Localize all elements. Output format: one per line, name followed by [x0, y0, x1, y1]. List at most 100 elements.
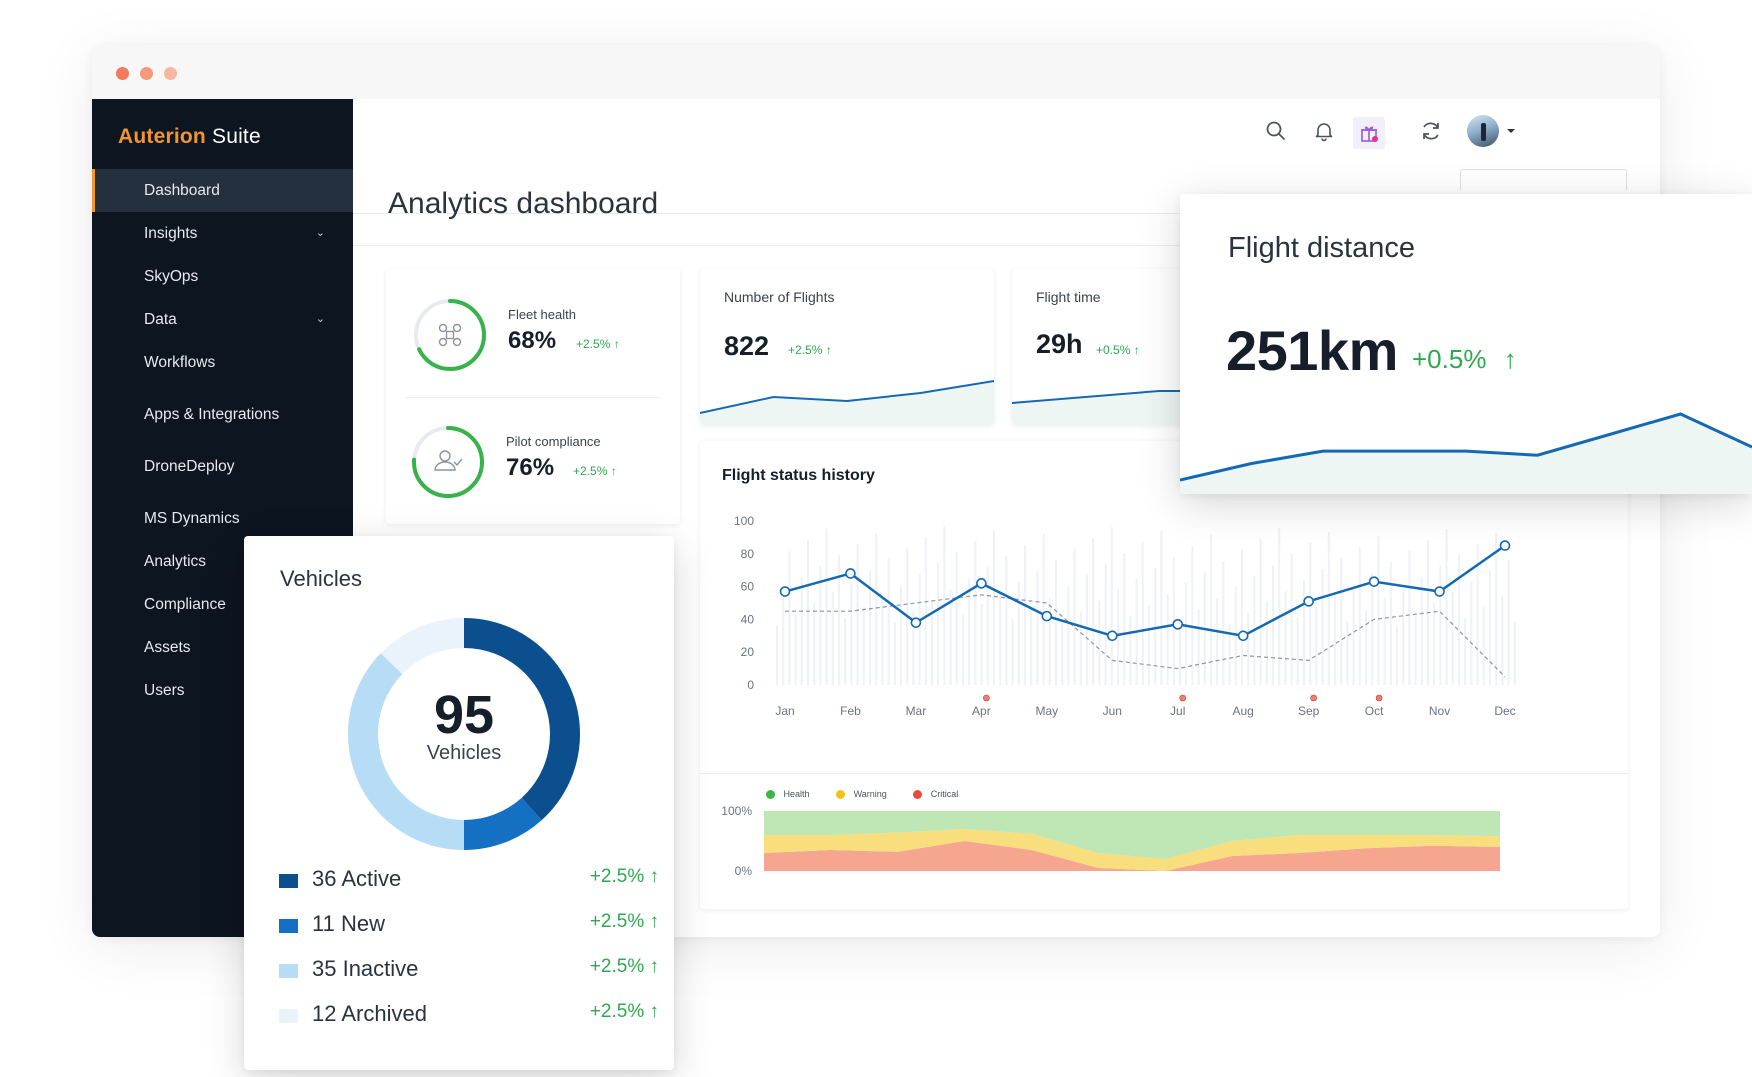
- sidebar-item-assets[interactable]: Assets: [92, 626, 353, 669]
- data-point: [1434, 586, 1445, 597]
- x-tick-label: Mar: [906, 704, 927, 718]
- sidebar-item-users[interactable]: Users: [92, 669, 353, 712]
- window-maximize-dot[interactable]: [164, 67, 177, 80]
- background-bar: [1265, 602, 1268, 685]
- fleet-health-arc: [414, 299, 486, 371]
- date-range-select[interactable]: [1460, 169, 1627, 190]
- background-bar: [1445, 529, 1448, 685]
- x-tick-label: Jun: [1103, 704, 1122, 718]
- sidebar-item-label: Dashboard: [144, 182, 220, 199]
- background-bar: [1501, 596, 1504, 685]
- background-bar: [1377, 536, 1380, 685]
- flight-distance-label: Flight distance: [1228, 232, 1415, 264]
- background-bar: [1476, 544, 1479, 685]
- legend-warning-label: Warning: [853, 789, 887, 799]
- sidebar-item-skyops[interactable]: SkyOps: [92, 255, 353, 298]
- data-point: [1237, 630, 1249, 642]
- chevron-down-icon[interactable]: [1506, 127, 1516, 135]
- background-bar: [807, 540, 809, 685]
- data-point: [1499, 540, 1511, 551]
- background-bar: [1154, 568, 1157, 685]
- x-tick-label: Jan: [775, 704, 794, 718]
- vehicle-legend-item[interactable]: 11 New +2.5% ↑: [279, 911, 659, 945]
- vehicle-legend-item[interactable]: 12 Archived +2.5% ↑: [279, 1001, 659, 1035]
- data-point: [976, 578, 987, 589]
- pilot-compliance-delta: +2.5% ↑: [573, 464, 617, 478]
- sidebar-item-compliance[interactable]: Compliance: [92, 583, 353, 626]
- arrow-up-icon: ↑: [1133, 343, 1140, 357]
- flight-time-delta: +0.5% ↑: [1096, 343, 1140, 357]
- flights-label: Number of Flights: [724, 289, 835, 305]
- fleet-card: Fleet health 68% +2.5% ↑ Pilot complianc…: [386, 269, 680, 524]
- avatar-figure: [1481, 123, 1486, 141]
- y-tick-label: 80: [741, 547, 755, 561]
- background-bar: [1513, 622, 1516, 685]
- brand-logo[interactable]: Auterion Suite: [118, 125, 261, 149]
- gift-icon: [1361, 126, 1378, 142]
- data-point: [1368, 576, 1380, 587]
- sidebar-item-data[interactable]: Data ⌄: [92, 298, 353, 341]
- background-bar: [1352, 584, 1355, 685]
- fleet-health-label: Fleet health: [508, 307, 576, 322]
- search-icon[interactable]: [1265, 120, 1287, 142]
- background-bar: [968, 578, 971, 685]
- background-bar: [862, 607, 865, 685]
- window-minimize-dot[interactable]: [140, 67, 153, 80]
- background-bar: [1439, 566, 1442, 685]
- background-bar: [1315, 606, 1318, 685]
- background-bar: [931, 600, 933, 685]
- background-bar: [1507, 559, 1510, 685]
- background-bar: [875, 533, 878, 685]
- user-check-icon: [434, 450, 463, 471]
- window-close-dot[interactable]: [116, 67, 129, 80]
- y-tick-label: 0%: [735, 864, 753, 878]
- data-point: [1172, 619, 1184, 630]
- x-tick-label: Sep: [1298, 704, 1320, 718]
- sidebar-item-workflows[interactable]: Workflows: [92, 341, 353, 384]
- flight-status-title: Flight status history: [722, 467, 875, 484]
- legend-critical-label: Critical: [930, 789, 959, 799]
- background-bar: [980, 604, 983, 685]
- flights-value: 822: [724, 331, 770, 361]
- sidebar-item-dashboard[interactable]: Dashboard: [92, 169, 353, 212]
- flight-status-divider: [700, 773, 1628, 774]
- sidebar-item-label: Users: [144, 682, 185, 699]
- background-bar: [838, 555, 840, 685]
- background-bar: [1433, 603, 1436, 685]
- legend-warning-dot: [836, 790, 846, 800]
- pilot-compliance-arc: [412, 426, 484, 498]
- bell-icon[interactable]: [1313, 120, 1335, 142]
- sidebar-item-analytics[interactable]: Analytics: [92, 540, 353, 583]
- x-tick-label: Nov: [1429, 704, 1450, 718]
- drone-icon: [438, 323, 462, 347]
- sidebar-item-dronedeploy[interactable]: DroneDeploy: [92, 445, 353, 488]
- sparkline-line: [700, 380, 994, 414]
- gift-button[interactable]: [1353, 117, 1385, 149]
- sidebar-item-label: Apps & Integrations: [144, 406, 280, 423]
- background-bar: [1179, 620, 1181, 685]
- y-tick-label: 20: [741, 645, 755, 659]
- background-bar: [1210, 535, 1212, 685]
- legend-swatch: [279, 964, 298, 978]
- flight-distance-delta: +0.5% ↑: [1412, 344, 1517, 374]
- refresh-icon[interactable]: [1419, 119, 1443, 143]
- background-bar: [1148, 605, 1150, 685]
- flight-distance-card: Flight distance 251km +0.5% ↑: [1180, 194, 1752, 494]
- background-bar: [869, 570, 871, 685]
- pilot-compliance-gauge: [412, 426, 484, 498]
- sidebar-item-insights[interactable]: Insights ⌄: [92, 212, 353, 255]
- arrow-up-icon: ↑: [825, 343, 832, 357]
- background-bar: [1327, 532, 1330, 685]
- vehicle-legend-item[interactable]: 35 Inactive +2.5% ↑: [279, 956, 659, 990]
- background-bar: [1414, 614, 1417, 685]
- sparkline-line: [1180, 412, 1752, 482]
- donut-slice: [348, 618, 580, 850]
- background-bar: [1191, 546, 1194, 685]
- sidebar-item-ms-dynamics[interactable]: MS Dynamics: [92, 497, 353, 540]
- legend-label: 11 New: [312, 911, 385, 936]
- vehicle-legend-item[interactable]: 36 Active +2.5% ↑: [279, 866, 659, 900]
- background-bar: [1464, 618, 1467, 685]
- legend-critical-dot: [913, 790, 923, 800]
- avatar[interactable]: [1467, 115, 1499, 147]
- sidebar-item-apps-integrations[interactable]: Apps & Integrations: [92, 393, 353, 436]
